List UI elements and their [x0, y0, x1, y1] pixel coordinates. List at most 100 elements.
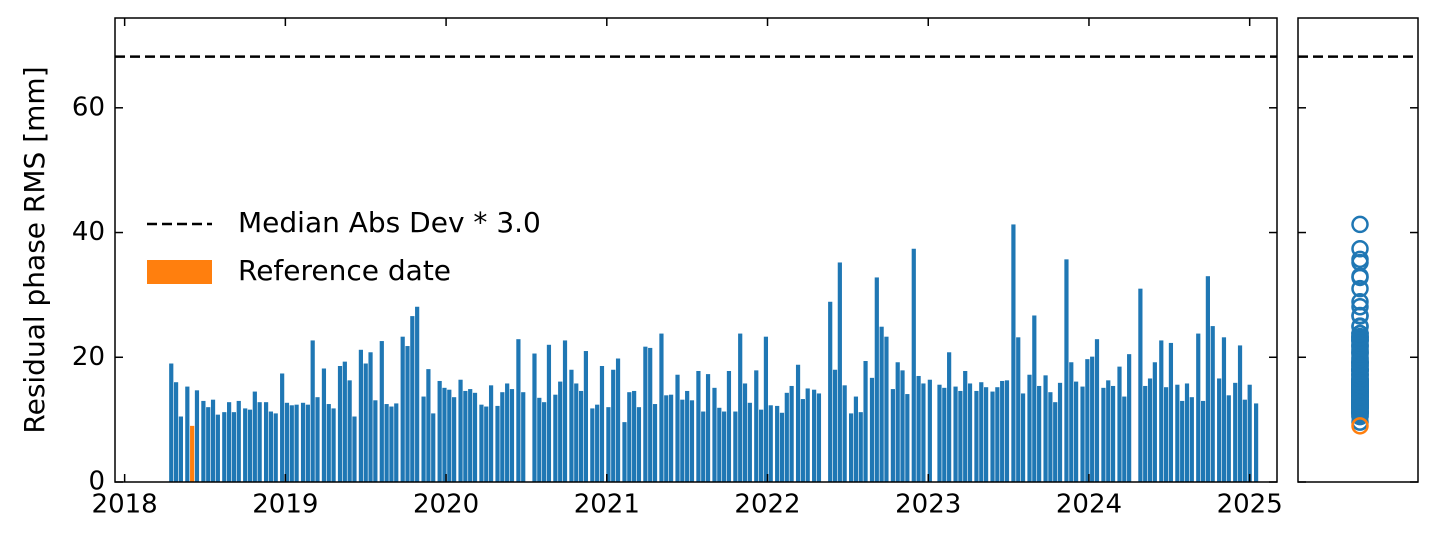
bar [468, 389, 473, 482]
bar [916, 375, 921, 482]
bar [426, 369, 431, 482]
bar [995, 387, 1000, 482]
bar [222, 412, 227, 482]
side-frame [1297, 17, 1419, 483]
bar [1164, 387, 1169, 482]
bar [394, 403, 399, 482]
bar [210, 399, 216, 482]
bar [921, 383, 926, 482]
bar [294, 404, 299, 482]
bar [1226, 395, 1231, 482]
distribution-marker [1351, 279, 1369, 298]
bar [1011, 224, 1016, 482]
bar [562, 340, 568, 482]
bar [472, 392, 478, 482]
bar [1175, 384, 1180, 482]
bar [273, 413, 278, 482]
bar [447, 389, 452, 482]
bar [632, 390, 637, 482]
bar [775, 405, 780, 482]
bar [611, 369, 616, 482]
bar [636, 407, 642, 482]
bar [363, 363, 368, 482]
bar [643, 346, 648, 482]
bar [689, 400, 695, 482]
bar [257, 402, 262, 482]
bar [967, 383, 973, 482]
bar [842, 385, 847, 482]
bar [953, 386, 958, 482]
x-tick-label: 2022 [734, 490, 800, 520]
bar [173, 382, 179, 482]
bar [1048, 392, 1053, 482]
bar [532, 353, 537, 482]
bar [712, 387, 717, 482]
bar [1027, 374, 1032, 482]
bar [1053, 402, 1058, 482]
x-tick-label: 2025 [1217, 490, 1283, 520]
bar [742, 383, 748, 482]
bar [1200, 400, 1206, 482]
x-tick-label: 2021 [574, 490, 640, 520]
distribution-marker [1351, 250, 1369, 269]
bar [1069, 362, 1074, 482]
bar [905, 394, 910, 482]
bar [310, 340, 315, 482]
y-tick-label: 0 [88, 467, 105, 497]
bar [421, 396, 426, 482]
bar [816, 393, 822, 482]
bar [837, 262, 842, 482]
bar [832, 369, 838, 482]
bar [488, 385, 494, 482]
bar [685, 390, 690, 482]
bar [300, 402, 306, 482]
bar [758, 409, 764, 482]
bar [652, 404, 658, 482]
bar [405, 346, 410, 482]
distribution-marker [1351, 240, 1369, 258]
bar [1032, 315, 1037, 482]
bar [252, 391, 257, 482]
bar [911, 248, 916, 482]
distribution-marker [1351, 417, 1369, 435]
bar [1242, 399, 1247, 482]
bar [215, 414, 220, 482]
bar [190, 425, 195, 482]
bar [733, 411, 738, 482]
bar [1094, 339, 1100, 482]
bar [947, 352, 952, 482]
bar [895, 362, 900, 482]
bar [696, 370, 701, 482]
bar [1184, 383, 1190, 482]
bar [1237, 345, 1243, 482]
bar [247, 409, 253, 482]
bar [315, 397, 320, 482]
bar [1205, 276, 1210, 482]
bar [368, 352, 373, 482]
bar [509, 389, 515, 482]
bar [236, 400, 241, 482]
bar [1016, 337, 1021, 482]
x-tick-label: 2019 [252, 490, 318, 520]
plot-frame [114, 17, 1278, 483]
bar [828, 301, 833, 482]
bar [542, 402, 547, 482]
bar [595, 404, 600, 482]
bar [768, 405, 773, 482]
bar [942, 387, 947, 482]
bar [590, 408, 595, 482]
bar [431, 413, 436, 482]
bar [779, 412, 785, 482]
bar [1143, 385, 1148, 482]
bar [659, 333, 664, 482]
bar [321, 368, 327, 482]
distribution-marker [1351, 394, 1369, 413]
distribution-marker [1351, 298, 1369, 316]
x-tick-label: 2020 [413, 490, 479, 520]
bar [1217, 378, 1222, 482]
bar [342, 361, 347, 482]
bar [1180, 400, 1185, 482]
bar [178, 416, 183, 482]
bar [1247, 384, 1252, 482]
distribution-marker [1351, 293, 1369, 311]
